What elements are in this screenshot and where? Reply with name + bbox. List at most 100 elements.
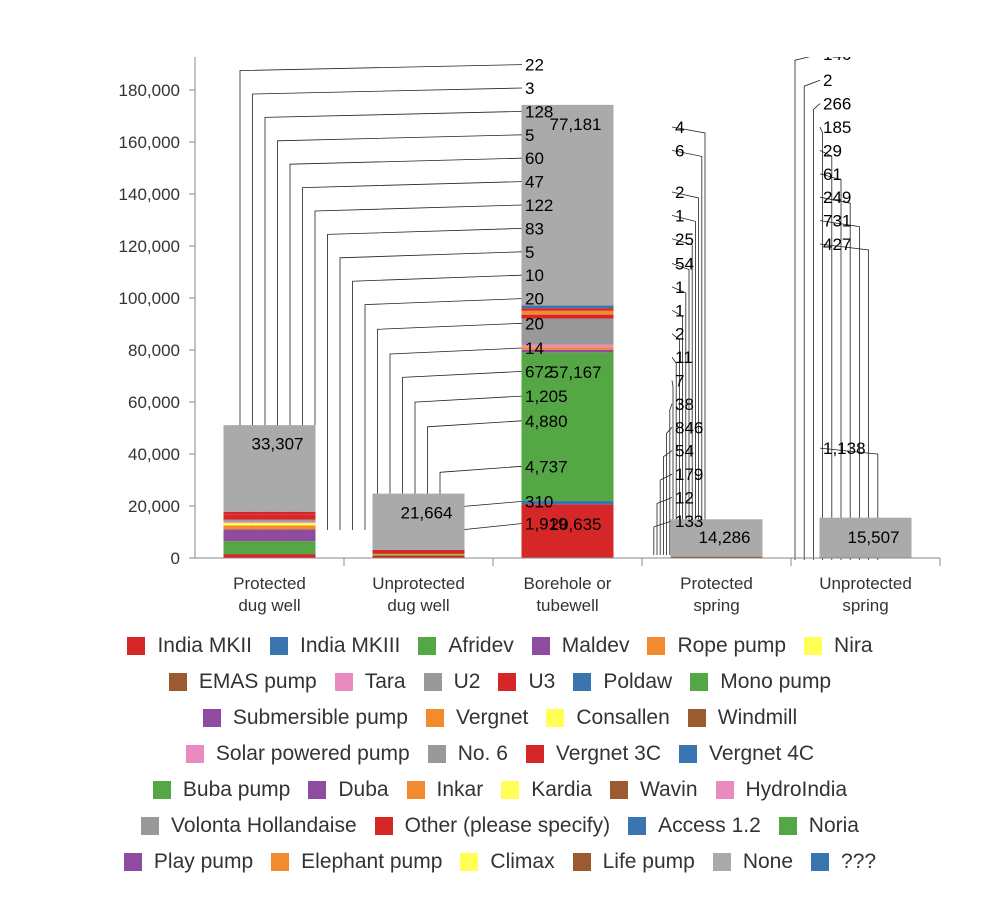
legend-item[interactable]: EMAS pump bbox=[168, 670, 317, 694]
leader-value-label: 266 bbox=[823, 95, 851, 114]
legend-item[interactable]: Solar powered pump bbox=[185, 742, 410, 766]
legend-label: Other (please specify) bbox=[404, 814, 611, 837]
leader-line bbox=[264, 111, 523, 530]
legend-swatch bbox=[678, 745, 697, 763]
legend-swatch bbox=[202, 709, 221, 727]
legend-item[interactable]: Play pump bbox=[123, 850, 254, 874]
bar-value-label: 20,635 bbox=[550, 515, 602, 534]
legend-swatch bbox=[406, 781, 425, 799]
legend-item[interactable]: Rope pump bbox=[647, 634, 786, 658]
legend-swatch bbox=[141, 817, 160, 835]
legend-item[interactable]: Buba pump bbox=[152, 778, 290, 802]
bar-segment bbox=[521, 344, 614, 348]
leader-value-label: 128 bbox=[525, 102, 553, 121]
legend-label: Climax bbox=[490, 850, 555, 873]
leader-value-label: 1 bbox=[675, 278, 684, 297]
leader-line bbox=[671, 150, 703, 555]
legend-label: HydroIndia bbox=[745, 778, 848, 801]
leader-value-label: 12 bbox=[675, 489, 694, 508]
bar-segment bbox=[372, 549, 465, 554]
legend-item[interactable]: India MKII bbox=[127, 634, 252, 658]
leader-value-label: 731 bbox=[823, 212, 851, 231]
x-category-label: Borehole or tubewell bbox=[524, 574, 612, 615]
legend-item[interactable]: Maldev bbox=[531, 634, 630, 658]
y-tick-label: 120,000 bbox=[119, 237, 180, 256]
bar-segment bbox=[521, 318, 614, 345]
leader-line bbox=[364, 298, 523, 530]
legend-item[interactable]: Elephant pump bbox=[271, 850, 442, 874]
legend-label: Elephant pump bbox=[301, 850, 443, 873]
legend-item[interactable]: Kardia bbox=[501, 778, 592, 802]
legend-item[interactable]: ??? bbox=[811, 850, 876, 874]
legend-item[interactable]: Submersible pump bbox=[202, 706, 408, 730]
bar-segment bbox=[521, 347, 614, 350]
legend-swatch bbox=[690, 673, 709, 691]
legend-item[interactable]: Volonta Hollandaise bbox=[141, 814, 357, 838]
leader-line bbox=[339, 251, 523, 530]
bar-segment bbox=[521, 305, 614, 309]
legend-swatch bbox=[460, 853, 479, 871]
legend-item[interactable]: Inkar bbox=[406, 778, 483, 802]
legend-label: Vergnet 4C bbox=[708, 742, 815, 765]
leader-line bbox=[671, 263, 690, 555]
legend-item[interactable]: Other (please specify) bbox=[374, 814, 611, 838]
bar-segment bbox=[819, 517, 912, 558]
legend-item[interactable]: India MKIII bbox=[270, 634, 400, 658]
legend-item[interactable]: Poldaw bbox=[573, 670, 672, 694]
x-category-label: Unprotected spring bbox=[819, 574, 912, 615]
legend-label: Mono pump bbox=[720, 670, 832, 693]
leader-lines bbox=[239, 57, 879, 560]
legend-item[interactable]: U2 bbox=[423, 670, 480, 694]
bar-segment bbox=[223, 514, 316, 520]
leader-value-label: 54 bbox=[675, 255, 694, 274]
legend-item[interactable]: HydroIndia bbox=[715, 778, 848, 802]
legend-item[interactable]: Tara bbox=[334, 670, 406, 694]
legend-label: ??? bbox=[841, 850, 877, 873]
leader-value-label: 846 bbox=[675, 418, 703, 437]
leader-value-label: 4,737 bbox=[525, 457, 568, 476]
leader-value-label: 1,205 bbox=[525, 387, 568, 406]
legend-label: Submersible pump bbox=[232, 706, 408, 729]
legend-swatch bbox=[427, 745, 446, 763]
legend-label: Vergnet 3C bbox=[555, 742, 661, 765]
leader-line bbox=[813, 103, 821, 560]
bar-segment bbox=[521, 104, 614, 306]
leader-line bbox=[663, 450, 673, 555]
leader-line bbox=[819, 173, 842, 560]
legend-row: Buba pump Duba Inkar Kardia Wavin HydroIndia bbox=[40, 772, 960, 808]
legend-label: Windmill bbox=[717, 706, 798, 729]
legend-item[interactable]: Vergnet 4C bbox=[678, 742, 815, 766]
leader-line bbox=[819, 243, 869, 560]
legend-item[interactable]: Vergnet bbox=[425, 706, 528, 730]
legend-item[interactable]: Consallen bbox=[546, 706, 670, 730]
leader-line bbox=[377, 322, 523, 530]
leader-line bbox=[671, 333, 680, 555]
legend-item[interactable]: No. 6 bbox=[427, 742, 508, 766]
legend-label: Play pump bbox=[153, 850, 254, 873]
legend-item[interactable]: Mono pump bbox=[690, 670, 831, 694]
leader-line bbox=[671, 191, 699, 555]
legend-item[interactable]: Access 1.2 bbox=[628, 814, 761, 838]
legend-label: U3 bbox=[528, 670, 556, 693]
legend-label: Noria bbox=[808, 814, 859, 837]
leader-line bbox=[819, 196, 851, 560]
leader-value-label: 54 bbox=[675, 442, 694, 461]
y-tick-label: 0 bbox=[171, 549, 180, 568]
legend-item[interactable]: Life pump bbox=[572, 850, 695, 874]
legend-item[interactable]: Windmill bbox=[687, 706, 798, 730]
legend-item[interactable]: Afridev bbox=[418, 634, 514, 658]
legend-item[interactable]: Wavin bbox=[609, 778, 698, 802]
leader-line bbox=[239, 64, 523, 530]
legend-item[interactable]: Nira bbox=[804, 634, 873, 658]
legend-swatch bbox=[572, 853, 591, 871]
legend-row: Submersible pump Vergnet Consallen Windmill bbox=[40, 700, 960, 736]
bar-segment bbox=[521, 308, 614, 311]
legend-item[interactable]: Noria bbox=[778, 814, 859, 838]
legend-item[interactable]: Climax bbox=[460, 850, 555, 874]
legend-item[interactable]: Vergnet 3C bbox=[525, 742, 661, 766]
leader-line bbox=[414, 395, 523, 530]
legend-item[interactable]: None bbox=[712, 850, 793, 874]
legend-item[interactable]: Duba bbox=[308, 778, 389, 802]
legend-item[interactable]: U3 bbox=[498, 670, 555, 694]
legend-label: Maldev bbox=[561, 634, 630, 657]
